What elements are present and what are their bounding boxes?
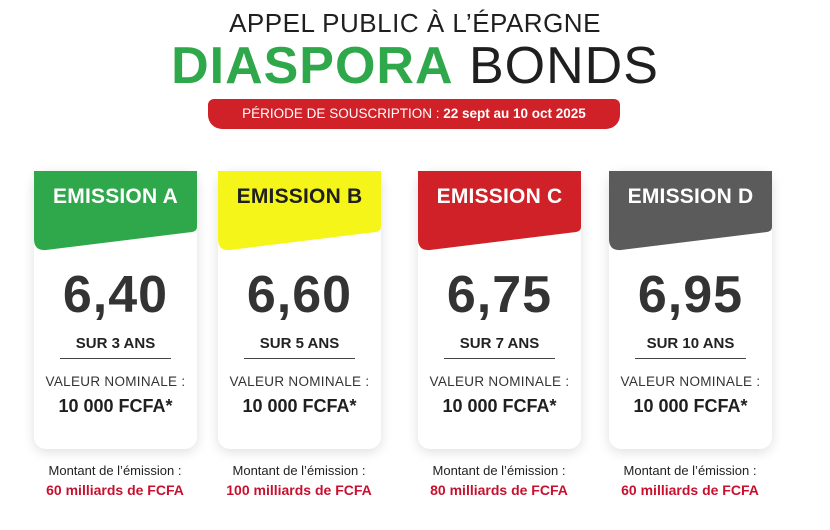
amount-value-c: 80 milliards de FCFA bbox=[430, 482, 568, 498]
emission-header-c: EMISSION C bbox=[418, 171, 581, 251]
emission-card-a: EMISSION A 6,40 SUR 3 ANS VALEUR NOMINAL… bbox=[34, 171, 197, 449]
page-title: DIASPORA BONDS bbox=[0, 36, 830, 96]
emission-header-shape-b bbox=[218, 171, 381, 251]
emission-header-d: EMISSION D bbox=[609, 171, 772, 251]
emission-card-b: EMISSION B 6,60 SUR 5 ANS VALEUR NOMINAL… bbox=[218, 171, 381, 449]
rate-value-c: 6,75 bbox=[446, 266, 553, 324]
nominal-value-b: 10 000 FCFA* bbox=[242, 396, 357, 416]
amount-value-a: 60 milliards de FCFA bbox=[46, 482, 184, 498]
term-a: SUR 3 ANS bbox=[75, 335, 156, 352]
amount-value-d: 60 milliards de FCFA bbox=[621, 482, 759, 498]
title-bonds: BONDS bbox=[469, 37, 659, 95]
emission-label-c: EMISSION C bbox=[436, 185, 563, 208]
emission-label-d: EMISSION D bbox=[627, 185, 754, 208]
term-d: SUR 10 ANS bbox=[646, 335, 735, 352]
term-c: SUR 7 ANS bbox=[459, 335, 540, 352]
nominal-value-a: 10 000 FCFA* bbox=[58, 396, 173, 416]
emission-header-shape-a bbox=[34, 171, 197, 251]
divider-a bbox=[60, 358, 171, 359]
divider-c bbox=[444, 358, 555, 359]
divider-b bbox=[244, 358, 355, 359]
emission-header-shape-c bbox=[418, 171, 581, 251]
amount-label-b: Montant de l’émission : bbox=[232, 463, 366, 478]
emission-header-b: EMISSION B bbox=[218, 171, 381, 251]
subscription-period-banner: PÉRIODE DE SOUSCRIPTION : 22 sept au 10 … bbox=[208, 99, 620, 129]
nominal-label-a: VALEUR NOMINALE : bbox=[45, 374, 186, 389]
nominal-label-d: VALEUR NOMINALE : bbox=[620, 374, 761, 389]
rate-value-b: 6,60 bbox=[246, 266, 353, 324]
emission-card-c: EMISSION C 6,75 SUR 7 ANS VALEUR NOMINAL… bbox=[418, 171, 581, 449]
nominal-label-c: VALEUR NOMINALE : bbox=[429, 374, 570, 389]
amount-label-c: Montant de l’émission : bbox=[432, 463, 566, 478]
nominal-value-d: 10 000 FCFA* bbox=[633, 396, 748, 416]
term-b: SUR 5 ANS bbox=[259, 335, 340, 352]
period-label: PÉRIODE DE SOUSCRIPTION : bbox=[242, 106, 440, 121]
emission-header-a: EMISSION A bbox=[34, 171, 197, 251]
divider-d bbox=[635, 358, 746, 359]
emission-label-a: EMISSION A bbox=[53, 185, 178, 208]
amount-label-a: Montant de l’émission : bbox=[48, 463, 182, 478]
nominal-value-c: 10 000 FCFA* bbox=[442, 396, 557, 416]
emission-card-d: EMISSION D 6,95 SUR 10 ANS VALEUR NOMINA… bbox=[609, 171, 772, 449]
nominal-label-b: VALEUR NOMINALE : bbox=[229, 374, 370, 389]
rate-value-a: 6,40 bbox=[62, 266, 169, 324]
period-dates: 22 sept au 10 oct 2025 bbox=[443, 106, 586, 121]
rate-value-d: 6,95 bbox=[637, 266, 744, 324]
title-diaspora: DIASPORA bbox=[171, 37, 454, 95]
amount-value-b: 100 milliards de FCFA bbox=[226, 482, 372, 498]
header-top-line: APPEL PUBLIC À L’ÉPARGNE bbox=[229, 8, 601, 38]
emission-label-b: EMISSION B bbox=[236, 185, 363, 208]
amount-label-d: Montant de l’émission : bbox=[623, 463, 757, 478]
emission-header-shape-d bbox=[609, 171, 772, 251]
